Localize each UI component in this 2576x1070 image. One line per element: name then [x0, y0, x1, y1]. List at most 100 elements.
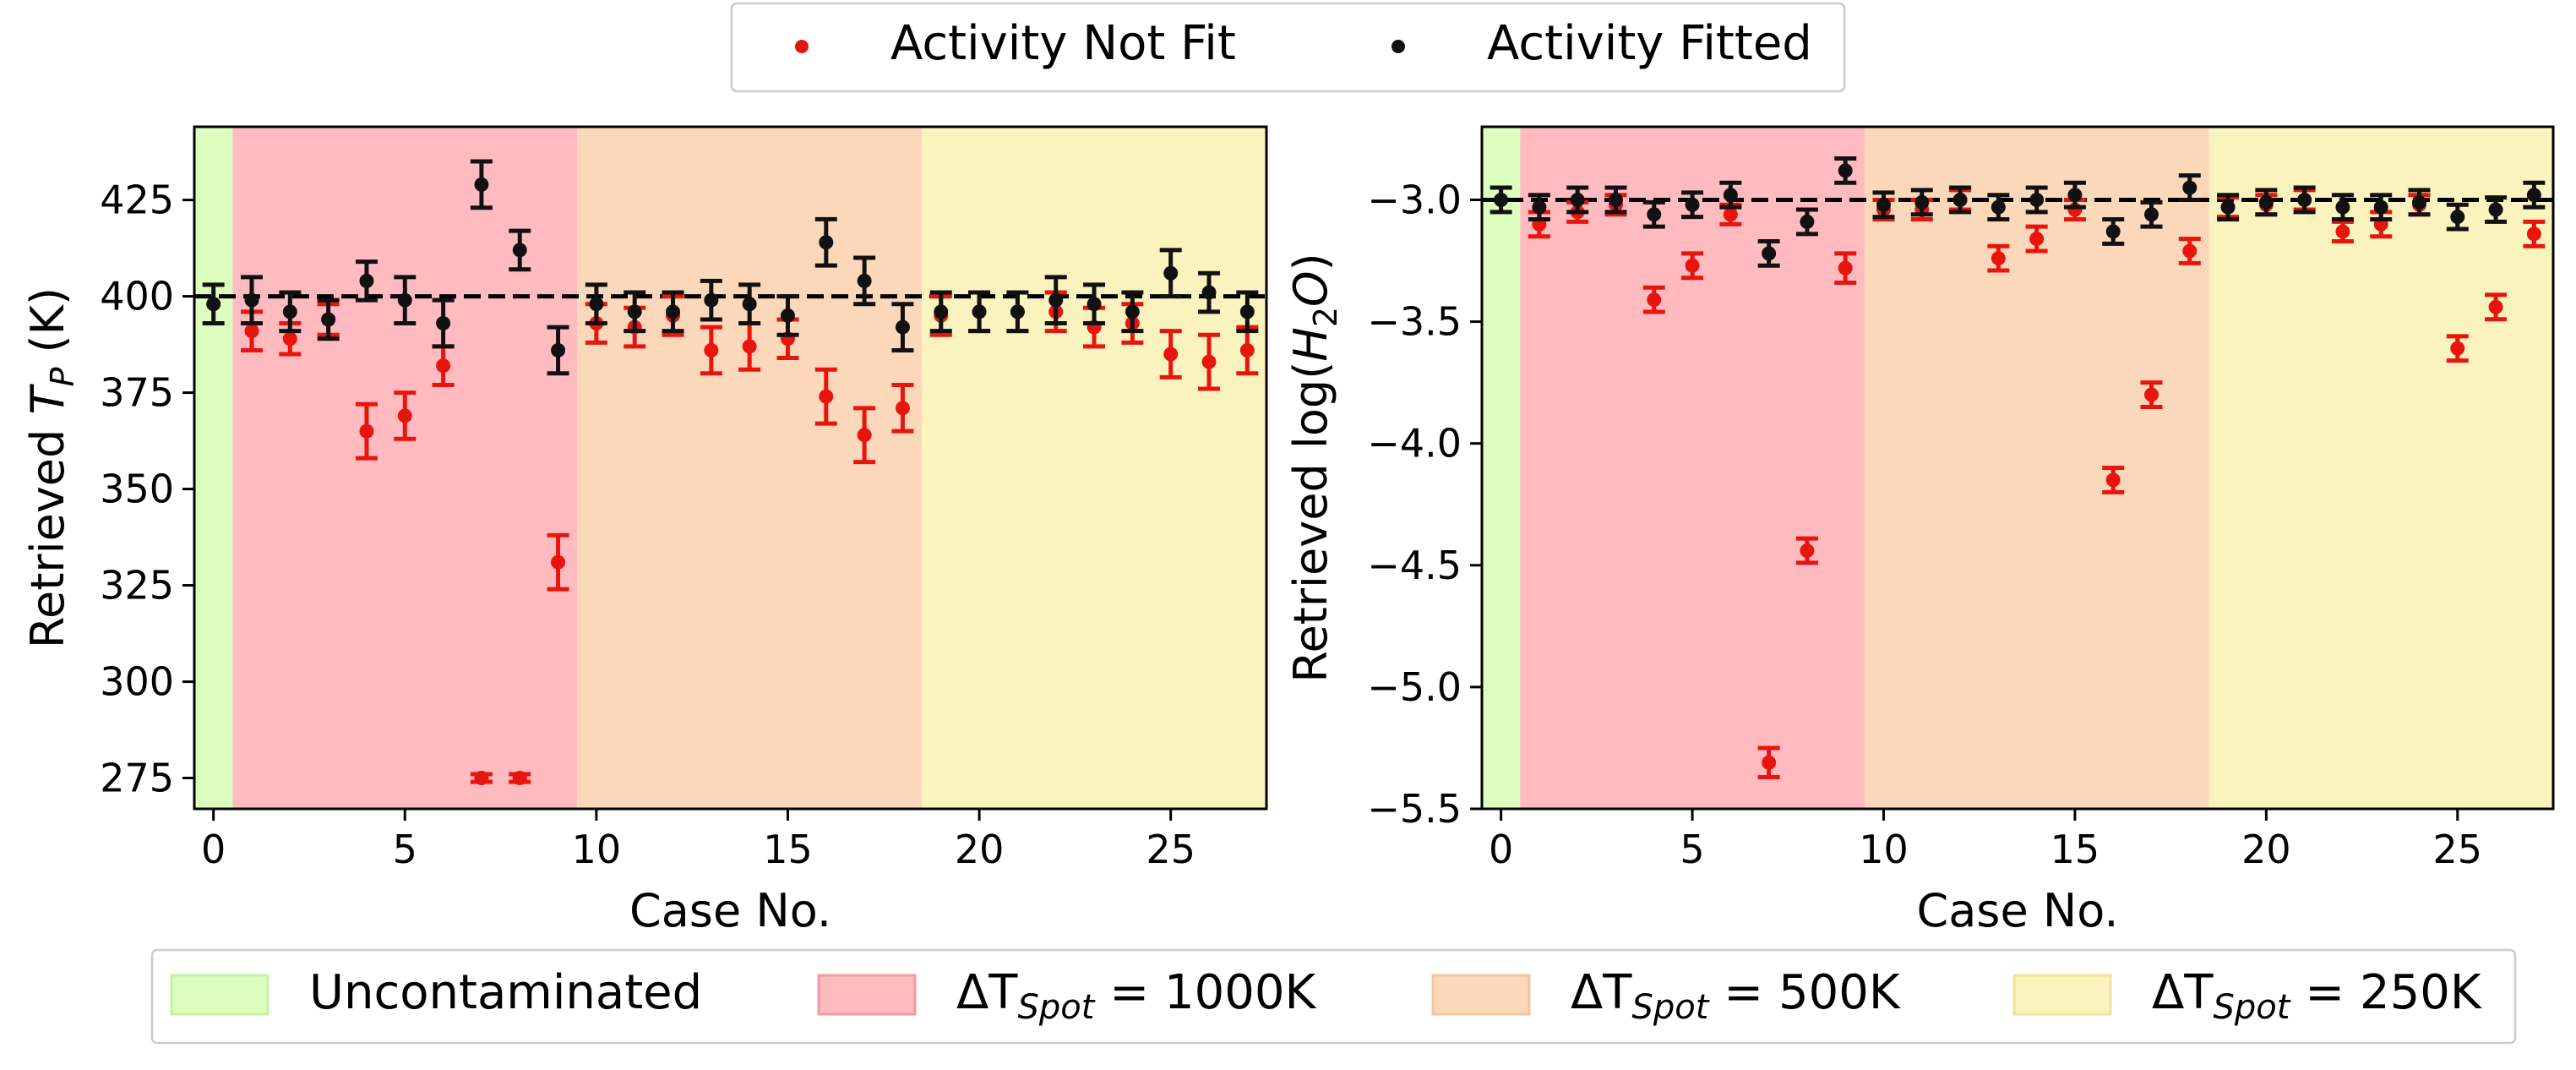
point-activity-fitted — [857, 273, 872, 288]
legend-label-500k: ΔTSpot = 500K — [1571, 965, 1901, 1027]
region-1000k — [1520, 127, 1865, 809]
point-activity-not-fit — [895, 401, 910, 416]
point-activity-fitted — [1201, 285, 1217, 300]
point-activity-fitted — [1163, 265, 1179, 281]
legend-label-not-fit: Activity Not Fit — [890, 16, 1236, 71]
point-activity-fitted — [397, 292, 412, 308]
point-activity-fitted — [819, 235, 834, 250]
point-activity-not-fit — [2182, 243, 2197, 259]
point-activity-fitted — [436, 316, 451, 331]
point-activity-not-fit — [436, 358, 451, 374]
point-activity-not-fit — [2488, 299, 2503, 314]
axes-frame — [1480, 125, 2555, 811]
point-activity-fitted — [1838, 163, 1853, 178]
point-activity-fitted — [1239, 304, 1255, 319]
point-activity-not-fit — [474, 771, 489, 786]
panel-right-h2o: 0 5 10 15 20 25 −3.0 −3.5 −4.0 −4.5 −5.0 −5.5 Case… — [1284, 125, 2555, 937]
point-activity-not-fit — [2105, 472, 2121, 488]
point-activity-not-fit — [857, 428, 872, 443]
x-tick-label: 15 — [2050, 827, 2100, 872]
y-tick-label: 425 — [100, 177, 174, 223]
y-tick-label: −5.5 — [1367, 786, 1462, 832]
point-activity-not-fit — [1647, 292, 1662, 308]
legend-label-250k: ΔTSpot = 250K — [2152, 965, 2482, 1027]
point-activity-fitted — [321, 312, 336, 327]
point-activity-fitted — [2220, 199, 2236, 215]
region-uncontaminated — [1482, 127, 1521, 809]
panel-left-tp: 0 5 10 15 20 25 275 300 325 350 375 400 425 Case No… — [21, 125, 1268, 937]
point-activity-fitted — [2067, 188, 2083, 203]
point-activity-fitted — [742, 297, 757, 312]
point-activity-fitted — [551, 342, 566, 358]
point-activity-not-fit — [1723, 207, 1738, 222]
point-activity-fitted — [1723, 188, 1738, 203]
y-tick-label: 400 — [100, 274, 174, 319]
x-tick-label: 25 — [1146, 827, 1195, 872]
point-activity-not-fit — [1762, 755, 1777, 770]
legend-swatch-1000k — [817, 974, 917, 1016]
x-axis-label: Case No. — [629, 884, 831, 937]
point-activity-fitted — [2144, 207, 2159, 222]
point-activity-fitted — [1991, 199, 2006, 215]
x-tick-label: 5 — [1680, 827, 1704, 872]
point-activity-fitted — [1685, 197, 1700, 212]
legend-bottom-frame — [150, 948, 2517, 1045]
point-activity-fitted — [780, 308, 795, 323]
x-tick-label: 25 — [2433, 827, 2483, 872]
legend-swatch-250k — [2012, 974, 2112, 1016]
point-activity-fitted — [282, 304, 297, 319]
y-tick-label: 350 — [100, 467, 174, 512]
point-activity-fitted — [1010, 304, 1025, 319]
point-activity-not-fit — [819, 389, 834, 404]
region-500k — [577, 127, 923, 809]
point-activity-fitted — [704, 292, 719, 308]
x-tick-label: 15 — [763, 827, 813, 872]
legend-top-frame — [730, 2, 1846, 93]
point-activity-not-fit — [1163, 347, 1179, 362]
x-tick-label: 20 — [2241, 827, 2291, 872]
point-activity-not-fit — [2335, 224, 2350, 239]
point-activity-not-fit — [512, 771, 527, 786]
point-activity-fitted — [1609, 192, 1623, 207]
point-activity-fitted — [627, 304, 642, 319]
region-250k — [922, 127, 1266, 809]
legend-label-uncontaminated: Uncontaminated — [309, 965, 702, 1020]
point-activity-fitted — [1532, 199, 1547, 215]
legend-swatch-uncontaminated — [170, 974, 270, 1016]
point-activity-not-fit — [397, 408, 412, 423]
point-activity-fitted — [2182, 180, 2197, 195]
point-activity-not-fit — [742, 339, 757, 354]
point-activity-not-fit — [1838, 260, 1853, 276]
point-activity-fitted — [1125, 304, 1140, 319]
point-activity-not-fit — [704, 342, 719, 358]
y-axis-label: Retrieved log(H2O) — [1284, 253, 1344, 682]
point-activity-not-fit — [359, 423, 374, 439]
x-tick-label: 10 — [572, 827, 622, 872]
point-activity-fitted — [2258, 194, 2274, 210]
point-activity-fitted — [206, 297, 221, 312]
point-activity-not-fit — [2450, 341, 2465, 356]
y-tick-label: −5.0 — [1367, 664, 1462, 710]
legend-marker-fitted — [1391, 40, 1405, 53]
x-tick-label: 10 — [1859, 827, 1909, 872]
point-activity-fitted — [2105, 224, 2121, 239]
point-activity-not-fit — [2029, 232, 2045, 247]
x-tick-label: 0 — [201, 827, 226, 872]
legend-label-1000k: ΔTSpot = 1000K — [956, 965, 1317, 1027]
point-activity-not-fit — [1685, 258, 1700, 273]
point-activity-not-fit — [282, 331, 297, 347]
point-activity-fitted — [244, 292, 259, 308]
x-tick-label: 5 — [393, 827, 417, 872]
point-activity-not-fit — [2144, 387, 2159, 402]
point-activity-fitted — [666, 304, 681, 319]
y-tick-label: −3.5 — [1367, 299, 1462, 345]
point-activity-fitted — [1800, 214, 1815, 229]
y-tick-label: 275 — [100, 756, 174, 801]
point-activity-not-fit — [1800, 543, 1815, 558]
point-activity-fitted — [1086, 297, 1102, 312]
point-activity-fitted — [1952, 192, 1968, 207]
point-activity-not-fit — [1239, 342, 1255, 358]
legend-marker-not-fit — [795, 40, 809, 53]
point-activity-fitted — [2450, 210, 2465, 225]
